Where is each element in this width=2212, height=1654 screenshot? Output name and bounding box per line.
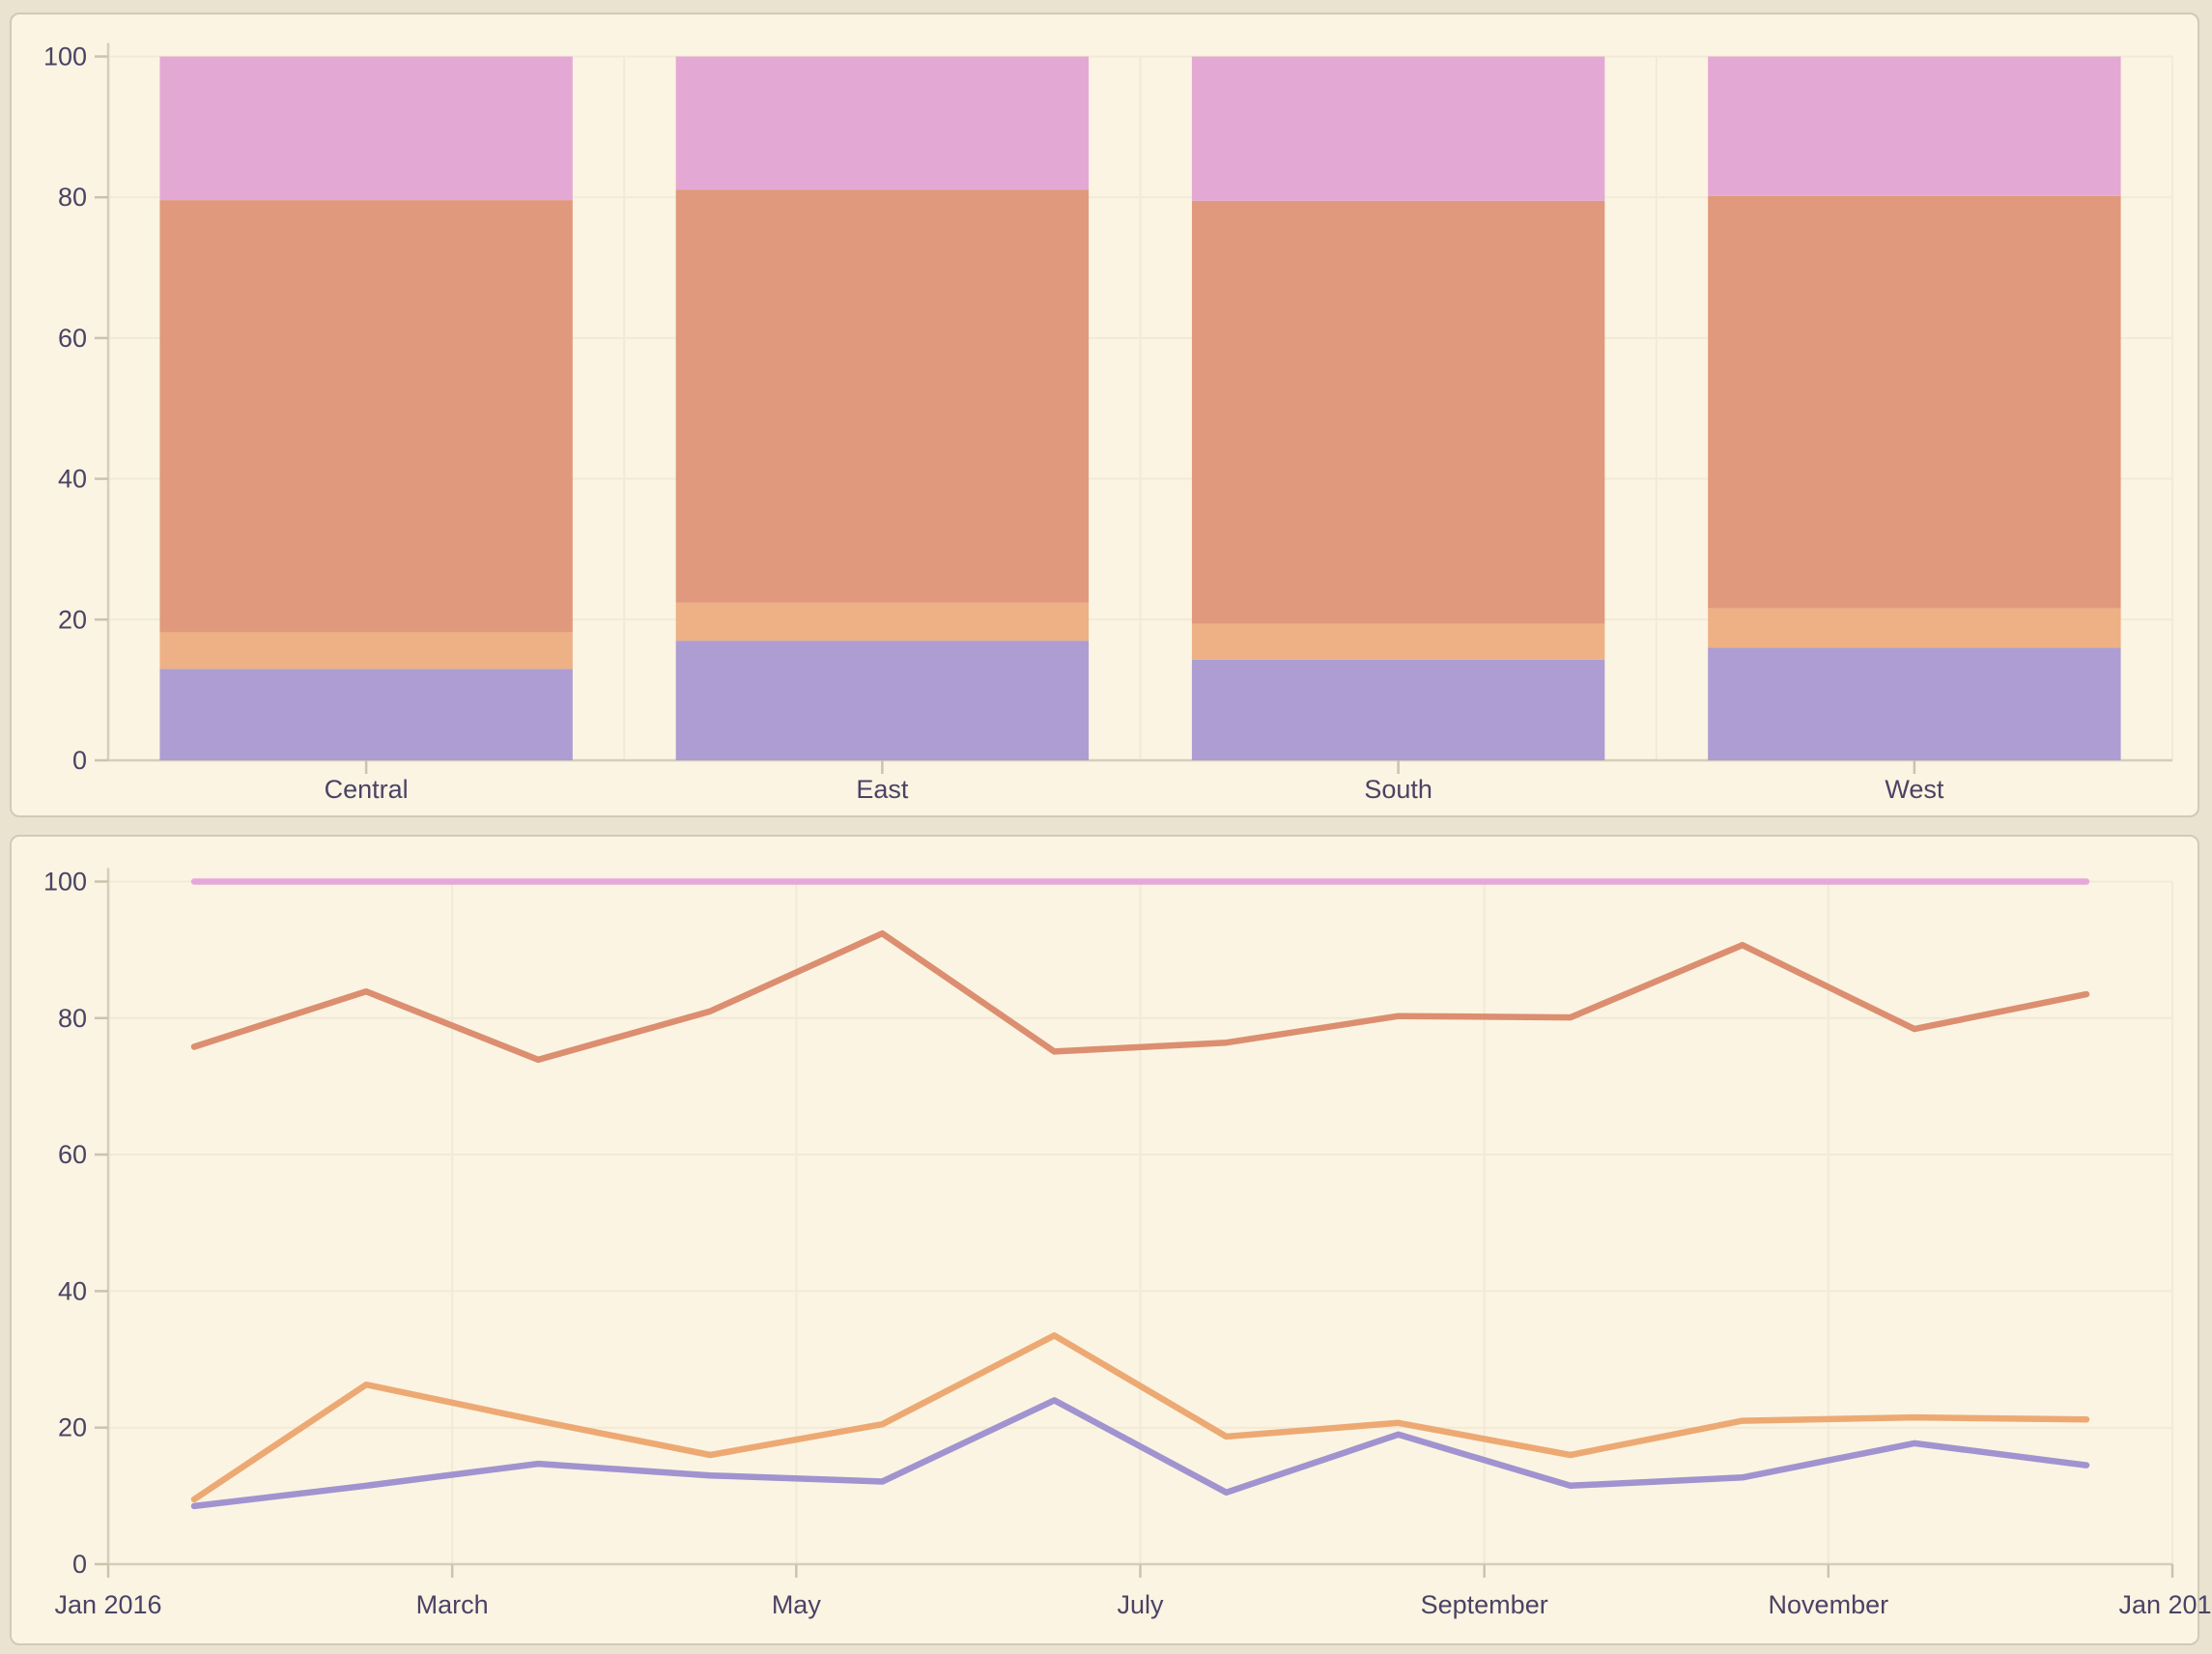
- line-chart[interactable]: 0 20 40 60 80 100 Jan 2016 March May July Septembe…: [12, 837, 2212, 1643]
- stacked-bar-chart[interactable]: 0 20 40 60 80 100 Central East South West: [12, 14, 2198, 815]
- y-tick-label: 100: [43, 868, 87, 897]
- y-tick-label: 100: [43, 43, 87, 71]
- line-series-salmon[interactable]: [190, 929, 2090, 1064]
- y-tick-label: 40: [58, 465, 87, 494]
- bar-segment-salmon-central[interactable]: [159, 200, 573, 633]
- bar-segment-orange-south[interactable]: [1191, 623, 1605, 660]
- bar-segment-pink-west[interactable]: [1708, 56, 2121, 196]
- line-chart-card: 0 20 40 60 80 100 Jan 2016 March May July Septembe…: [10, 835, 2212, 1645]
- line-series-orange[interactable]: [190, 1332, 2090, 1503]
- y-tick-label: 80: [58, 1004, 87, 1033]
- line-series-purple[interactable]: [190, 1397, 2090, 1510]
- y-tick-label: 60: [58, 324, 87, 353]
- stacked-bar-chart-card: 0 20 40 60 80 100 Central East South West: [10, 13, 2199, 817]
- bar-segment-pink-east[interactable]: [675, 56, 1090, 190]
- y-tick-label: 0: [72, 1550, 87, 1579]
- bar-segment-pink-central[interactable]: [159, 56, 573, 201]
- x-tick-label: July: [1117, 1590, 1164, 1619]
- y-tick-label: 0: [72, 746, 87, 775]
- x-tick-label: March: [416, 1590, 489, 1619]
- bar-segment-orange-central[interactable]: [159, 632, 573, 670]
- category-label-south: South: [1364, 775, 1432, 804]
- x-tick-label: November: [1769, 1590, 1889, 1619]
- category-label-west: West: [1885, 775, 1944, 804]
- x-tick-label: Jan 2016: [54, 1590, 161, 1619]
- bar-segment-orange-east[interactable]: [675, 602, 1090, 642]
- bar-segment-salmon-west[interactable]: [1708, 195, 2121, 609]
- x-tick-label: September: [1421, 1590, 1548, 1619]
- category-label-east: East: [856, 775, 909, 804]
- bar-segment-orange-west[interactable]: [1708, 608, 2121, 648]
- y-tick-label: 40: [58, 1276, 87, 1305]
- x-tick-label: May: [772, 1590, 822, 1619]
- bar-segment-purple-west[interactable]: [1708, 647, 2121, 760]
- y-tick-label: 20: [58, 1413, 87, 1442]
- bar-segment-salmon-east[interactable]: [675, 189, 1090, 603]
- bar-segment-purple-central[interactable]: [159, 669, 573, 760]
- bar-segment-pink-south[interactable]: [1191, 56, 1605, 201]
- bar-segment-purple-south[interactable]: [1191, 659, 1605, 760]
- y-tick-label: 20: [58, 605, 87, 634]
- y-tick-label: 80: [58, 183, 87, 212]
- x-tick-label: Jan 2017: [2118, 1590, 2212, 1619]
- bar-segment-purple-east[interactable]: [675, 641, 1090, 760]
- y-tick-label: 60: [58, 1140, 87, 1169]
- bar-segment-salmon-south[interactable]: [1191, 200, 1605, 624]
- category-label-central: Central: [325, 775, 409, 804]
